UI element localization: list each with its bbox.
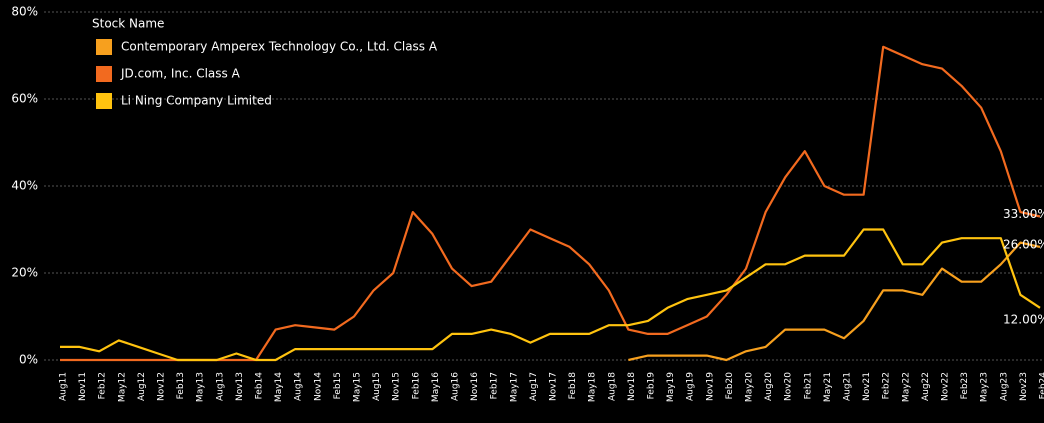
x-tick-label: Nov18 (627, 372, 637, 401)
x-tick-label: Nov15 (392, 372, 402, 401)
y-tick-label: 40% (11, 179, 38, 193)
value-label: 26.00% (1003, 237, 1044, 251)
x-tick-label: Feb21 (803, 372, 813, 399)
x-tick-label: Nov20 (784, 372, 794, 401)
x-tick-label: Feb16 (411, 372, 421, 400)
x-tick-label: Aug16 (451, 372, 461, 401)
x-tick-label: May22 (901, 372, 911, 402)
y-tick-label: 60% (11, 92, 38, 106)
legend-label: Li Ning Company Limited (121, 94, 272, 108)
x-tick-label: May14 (274, 372, 284, 402)
legend-swatch (96, 66, 112, 82)
x-tick-label: Feb22 (882, 372, 892, 399)
legend-label: JD.com, Inc. Class A (120, 67, 241, 81)
legend-label: Contemporary Amperex Technology Co., Ltd… (121, 40, 438, 54)
x-tick-label: Nov14 (313, 372, 323, 401)
x-tick-label: Feb12 (98, 372, 108, 399)
x-tick-label: Nov17 (549, 372, 559, 401)
x-tick-label: Feb20 (725, 372, 735, 400)
series-line (60, 45, 1041, 362)
x-tick-label: Feb18 (568, 372, 578, 400)
legend-title: Stock Name (92, 17, 164, 31)
x-tick-label: May12 (117, 372, 127, 402)
x-tick-label: Nov21 (862, 372, 872, 401)
legend-swatch (96, 93, 112, 109)
x-tick-label: May15 (353, 372, 363, 402)
value-label: 12.00% (1003, 312, 1044, 326)
x-tick-label: Nov13 (235, 372, 245, 401)
x-tick-label: May13 (196, 372, 206, 402)
x-tick-label: Nov19 (705, 372, 715, 401)
y-tick-label: 0% (19, 353, 38, 367)
x-tick-label: May16 (431, 372, 441, 402)
x-tick-label: Aug17 (529, 372, 539, 401)
legend-swatch (96, 39, 112, 55)
x-tick-label: Aug14 (294, 372, 304, 401)
x-tick-label: Feb23 (960, 372, 970, 399)
x-tick-label: Aug15 (372, 372, 382, 401)
x-tick-label: Aug21 (843, 372, 853, 401)
series-line (60, 228, 1041, 362)
x-tick-label: Aug12 (137, 372, 147, 401)
value-label: 33.00% (1003, 207, 1044, 221)
x-tick-label: Feb15 (333, 372, 343, 399)
y-tick-label: 80% (11, 5, 38, 19)
x-tick-label: May18 (588, 372, 598, 402)
series-line (628, 241, 1041, 362)
x-tick-label: Nov12 (157, 372, 167, 401)
x-tick-label: Aug13 (215, 372, 225, 401)
x-tick-label: Feb24 (1039, 372, 1044, 400)
x-tick-label: May17 (509, 372, 519, 402)
x-tick-label: Feb17 (490, 372, 500, 399)
x-tick-label: Aug18 (607, 372, 617, 401)
x-tick-label: Aug20 (764, 372, 774, 401)
x-tick-label: Nov23 (1019, 372, 1029, 401)
x-tick-label: Nov22 (941, 372, 951, 401)
x-tick-label: May20 (745, 372, 755, 402)
x-tick-label: Aug11 (59, 372, 69, 401)
x-tick-label: Aug22 (921, 372, 931, 401)
x-tick-label: Nov11 (78, 372, 88, 401)
y-tick-label: 20% (11, 266, 38, 280)
x-tick-label: May21 (823, 372, 833, 402)
x-tick-label: Feb19 (647, 372, 657, 400)
x-tick-label: Aug23 (999, 372, 1009, 401)
x-tick-label: Feb13 (176, 372, 186, 399)
x-tick-label: May19 (666, 372, 676, 402)
x-tick-label: Feb14 (255, 372, 265, 400)
x-tick-label: Nov16 (470, 372, 480, 401)
x-tick-label: Aug19 (686, 372, 696, 401)
x-tick-label: May23 (980, 372, 990, 402)
